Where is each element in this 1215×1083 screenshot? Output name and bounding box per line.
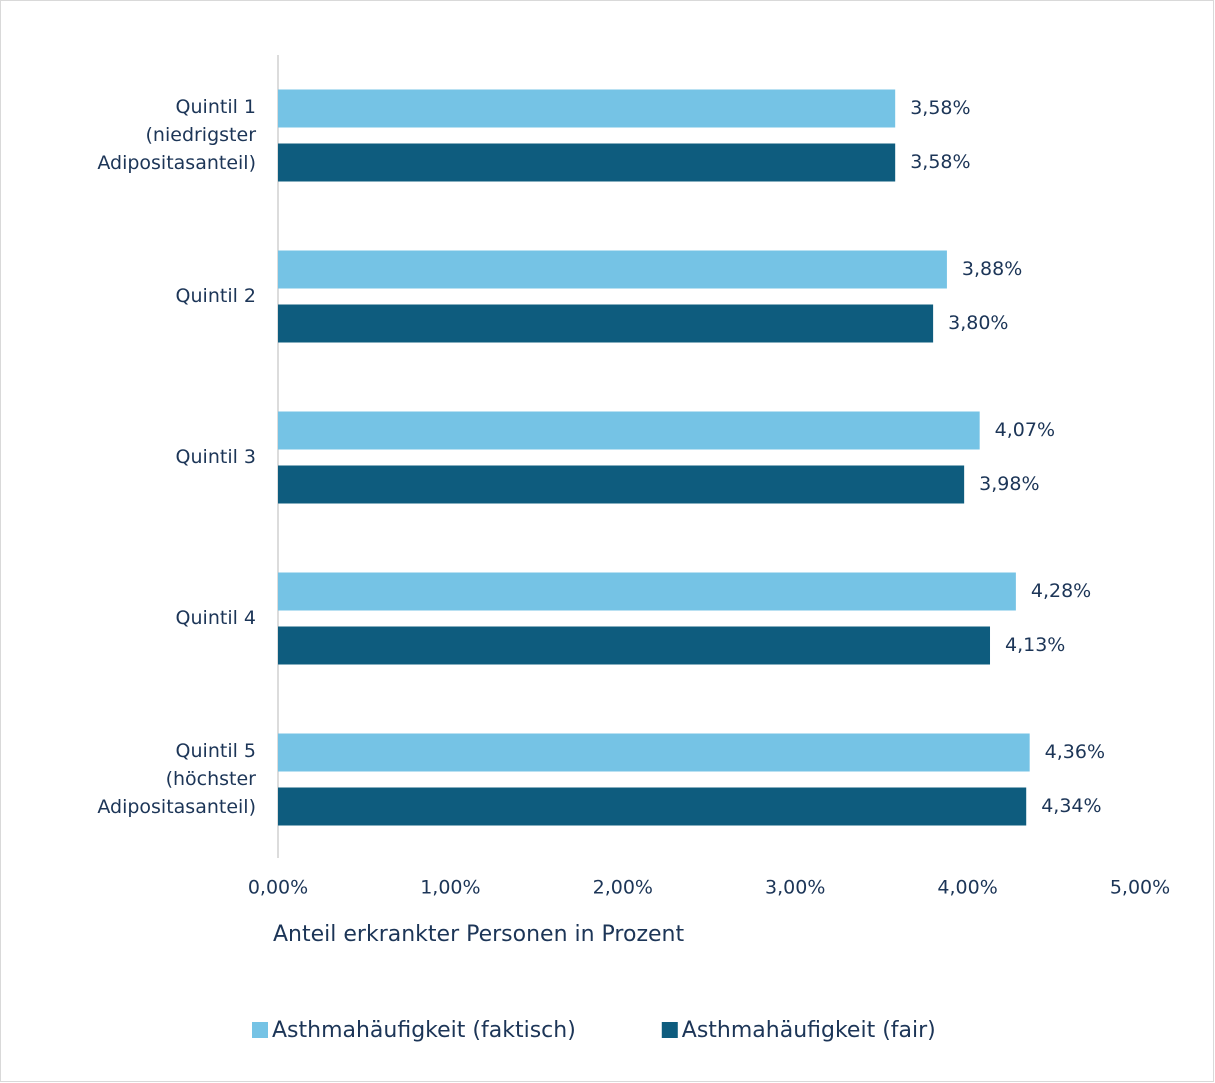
category-label: Adipositasanteil): [97, 152, 256, 174]
bar: [278, 250, 947, 289]
bar: [278, 787, 1027, 826]
value-label: 3,58%: [910, 97, 970, 119]
value-label: 4,13%: [1005, 634, 1065, 656]
bar: [278, 733, 1030, 772]
bar: [278, 626, 991, 665]
x-tick-label: 2,00%: [593, 877, 653, 899]
bar: [278, 572, 1016, 611]
x-tick-label: 5,00%: [1110, 877, 1170, 899]
value-label: 4,28%: [1031, 580, 1091, 602]
legend-swatch: [661, 1022, 678, 1038]
value-label: 4,07%: [995, 419, 1055, 441]
category-label: Quintil 2: [176, 285, 256, 307]
legend-label: Asthmahäufigkeit (faktisch): [272, 1018, 576, 1043]
x-tick-label: 0,00%: [248, 877, 308, 899]
value-label: 4,36%: [1045, 741, 1105, 763]
category-label: (höchster: [166, 768, 257, 790]
value-label: 4,34%: [1041, 795, 1101, 817]
value-label: 3,98%: [979, 473, 1039, 495]
bar: [278, 465, 965, 504]
category-label: Adipositasanteil): [97, 796, 256, 818]
value-label: 3,80%: [948, 312, 1008, 334]
bar: [278, 304, 934, 343]
category-label: (niedrigster: [146, 124, 257, 146]
category-label: Quintil 1: [176, 96, 256, 118]
x-tick-label: 1,00%: [420, 877, 480, 899]
x-tick-label: 3,00%: [765, 877, 825, 899]
x-axis-title: Anteil erkrankter Personen in Prozent: [273, 922, 684, 947]
bar: [278, 411, 980, 450]
bar: [278, 89, 896, 128]
x-tick-label: 4,00%: [937, 877, 997, 899]
legend-swatch: [252, 1022, 268, 1038]
category-label: Quintil 5: [176, 740, 256, 762]
category-label: Quintil 4: [176, 607, 256, 629]
value-label: 3,58%: [910, 151, 970, 173]
value-label: 3,88%: [962, 258, 1022, 280]
legend-label: Asthmahäufigkeit (fair): [682, 1018, 936, 1043]
bar: [278, 143, 896, 182]
category-label: Quintil 3: [176, 446, 256, 468]
